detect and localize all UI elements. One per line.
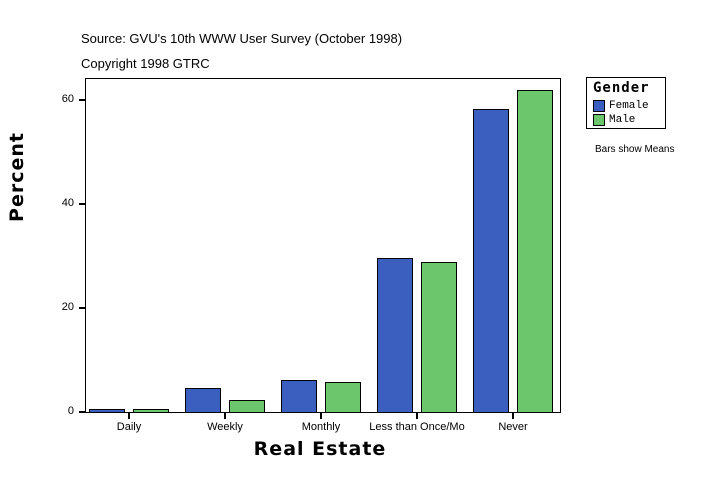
y-tick [79, 99, 85, 101]
x-tick-label: Weekly [207, 421, 243, 433]
y-tick [79, 307, 85, 309]
bar-male [516, 90, 553, 413]
y-tick [79, 203, 85, 205]
y-tick [79, 411, 85, 413]
y-tick-label: 0 [67, 405, 74, 417]
legend: Gender Female Male [586, 77, 666, 129]
x-tick [512, 413, 514, 419]
plot-frame [85, 78, 561, 412]
bar-female [88, 408, 125, 413]
x-axis-line [85, 412, 561, 413]
source-caption: Source: GVU's 10th WWW User Survey (Octo… [81, 31, 403, 46]
x-axis-title: Real Estate [253, 438, 387, 460]
bar-female [472, 108, 509, 413]
x-tick [416, 413, 418, 419]
y-tick-label: 60 [61, 93, 74, 105]
copyright-caption: Copyright 1998 GTRC [81, 56, 210, 71]
legend-swatch-female [593, 99, 605, 112]
y-axis-title: Percent [6, 132, 28, 222]
x-tick [224, 413, 226, 419]
x-tick-label: Monthly [301, 421, 341, 433]
legend-label: Male [609, 113, 636, 126]
y-tick-label: 20 [61, 301, 74, 313]
legend-item-male: Male [593, 113, 635, 126]
bar-male [228, 400, 265, 413]
legend-swatch-male [593, 113, 605, 126]
bar-male [324, 381, 361, 413]
legend-title: Gender [593, 80, 650, 96]
x-tick-label: Less than Once/Mo [369, 421, 465, 433]
x-tick-label: Daily [116, 421, 142, 433]
x-tick [128, 413, 130, 419]
y-tick-label: 40 [61, 197, 74, 209]
bar-female [280, 379, 317, 413]
bar-female [376, 258, 413, 413]
bar-female [184, 388, 221, 413]
x-tick-label: Never [498, 421, 528, 433]
bars-note: Bars show Means [595, 144, 675, 155]
x-tick [320, 413, 322, 419]
bar-male [420, 262, 457, 413]
legend-label: Female [609, 99, 649, 112]
legend-item-female: Female [593, 99, 649, 112]
bar-male [132, 408, 169, 413]
